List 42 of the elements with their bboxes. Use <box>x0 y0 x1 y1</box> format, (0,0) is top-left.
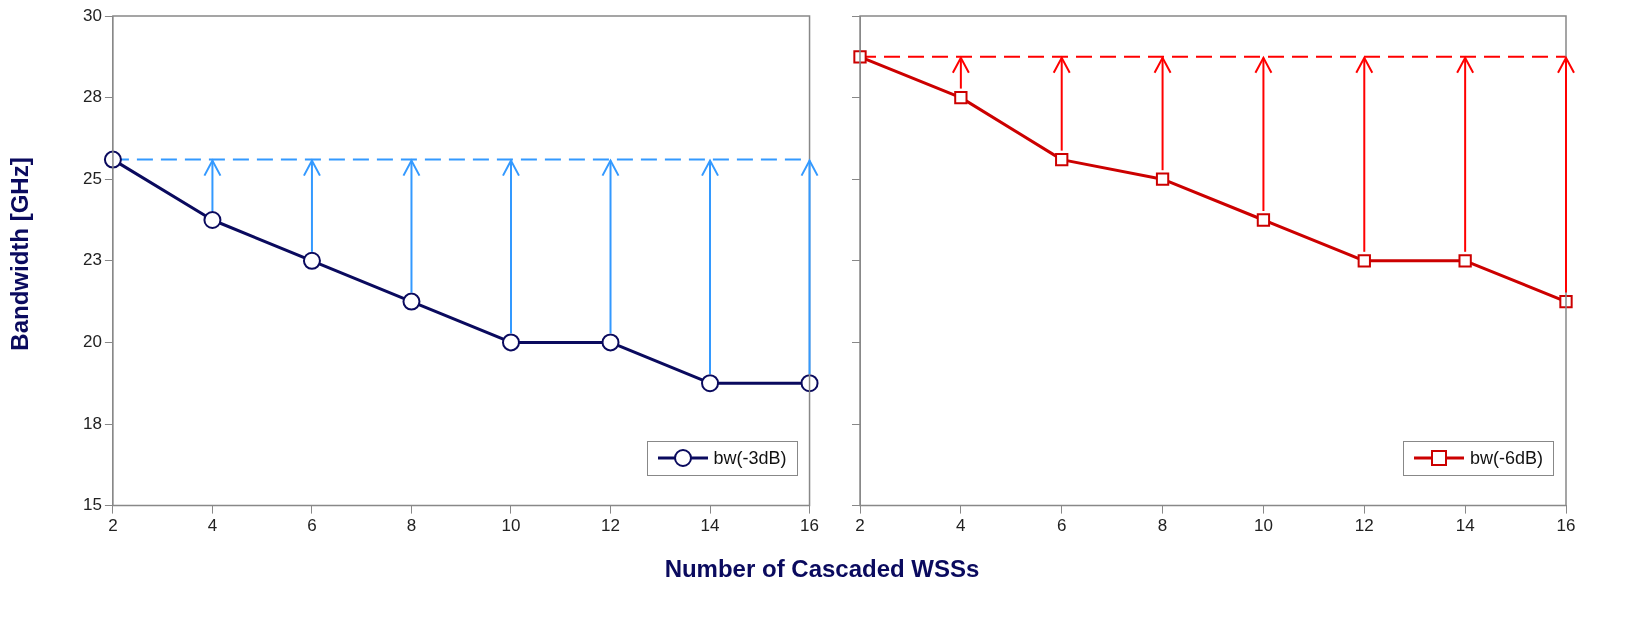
point <box>853 50 867 64</box>
point <box>1256 213 1271 227</box>
y-tick-label: 23 <box>82 250 102 270</box>
x-tick-label: 12 <box>1354 516 1374 536</box>
y-tick-label: 28 <box>82 87 102 107</box>
x-tick-label: 2 <box>855 516 865 536</box>
x-tick-label: 14 <box>1455 516 1475 536</box>
x-tick-label: 10 <box>1253 516 1273 536</box>
x-tick-label: 6 <box>1056 516 1067 536</box>
y-axis-title: Bandwidth [GHz] <box>6 156 34 353</box>
point <box>1055 152 1069 167</box>
x-tick-label: 8 <box>406 516 417 536</box>
point <box>954 90 968 105</box>
point <box>1357 254 1371 268</box>
legend-label: bw(-6dB) <box>1470 447 1544 469</box>
x-tick-label: 10 <box>501 516 521 536</box>
point <box>701 374 720 393</box>
point <box>203 211 222 229</box>
point <box>1155 172 1170 186</box>
y-tick-label: 18 <box>82 413 102 433</box>
x-tick-label: 16 <box>800 516 820 536</box>
x-axis-title: Number of Cascaded WSSs <box>663 555 981 583</box>
y-tick-label: 30 <box>82 5 102 25</box>
y-tick-label: 25 <box>82 168 102 188</box>
point <box>302 251 321 270</box>
point <box>402 292 421 311</box>
x-tick-label: 4 <box>207 516 218 536</box>
x-tick-label: 12 <box>601 516 620 536</box>
point <box>800 374 819 393</box>
x-tick-label: 2 <box>108 516 118 536</box>
x-tick-label: 4 <box>956 516 966 536</box>
legend-label: bw(-3dB) <box>713 447 787 469</box>
y-tick-label: 20 <box>82 332 102 352</box>
x-tick-label: 6 <box>307 516 317 536</box>
point <box>501 333 520 352</box>
y-tick-label: 15 <box>82 495 102 515</box>
x-tick-label: 14 <box>700 516 720 536</box>
point <box>1559 294 1573 309</box>
x-tick-label: 16 <box>1556 516 1576 536</box>
point <box>601 333 620 352</box>
point <box>1458 254 1472 268</box>
x-tick-label: 8 <box>1157 516 1168 536</box>
